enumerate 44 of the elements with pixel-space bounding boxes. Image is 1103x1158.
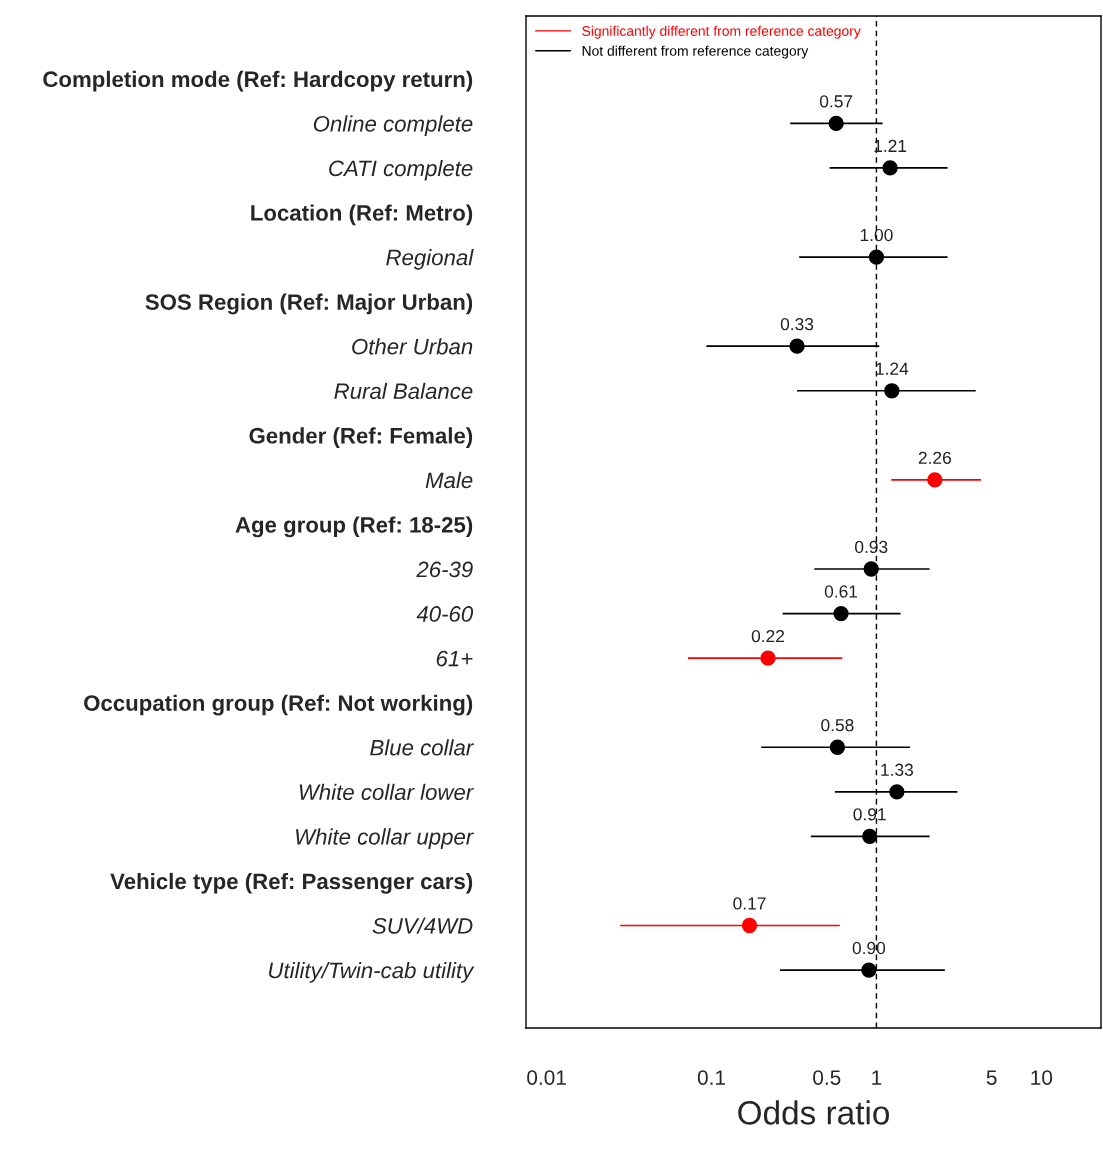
- y-tick-label: SOS Region (Ref: Major Urban): [145, 293, 473, 315]
- y-tick-label: Occupation group (Ref: Not working): [84, 694, 473, 716]
- x-tick-label: 0.1: [697, 1070, 725, 1085]
- x-tick-label: 5: [986, 1070, 997, 1085]
- x-tick-label: 0.5: [813, 1070, 841, 1085]
- y-tick-label: White collar upper: [296, 828, 474, 850]
- y-tick-label: SUV/4WD: [372, 917, 473, 934]
- data-label: 0.22: [751, 629, 785, 643]
- y-tick-label: Vehicle type (Ref: Passenger cars): [110, 872, 473, 894]
- legend-label: Not different from reference category: [582, 45, 809, 59]
- y-tick-label: Completion mode (Ref: Hardcopy return): [43, 70, 473, 92]
- y-tick-label: Regional: [386, 249, 474, 270]
- data-label: 1.33: [881, 763, 913, 776]
- y-tick-label: Location (Ref: Metro): [251, 204, 473, 226]
- data-label: 0.93: [855, 540, 888, 554]
- data-label: 1.00: [860, 228, 893, 242]
- data-label: 1.21: [874, 139, 907, 152]
- y-tick-label: 40-60: [416, 606, 474, 622]
- y-tick-label: Age group (Ref: 18-25): [235, 516, 473, 538]
- x-tick-label: 10: [1031, 1070, 1053, 1085]
- data-label: 0.90: [852, 941, 886, 955]
- data-label: 2.26: [918, 451, 951, 464]
- y-tick-label: White collar lower: [299, 783, 474, 801]
- data-label: 1.24: [876, 362, 909, 375]
- y-tick-label: 61+: [436, 650, 473, 667]
- x-tick-label: 1: [872, 1070, 882, 1085]
- y-tick-label: CATI complete: [329, 159, 473, 181]
- y-tick-label: Utility/Twin-cab utility: [269, 962, 475, 983]
- y-tick-label: Other Urban: [352, 338, 473, 355]
- data-label: 0.17: [733, 897, 766, 910]
- data-label: 0.58: [821, 719, 854, 732]
- legend-label: Significantly different from reference category: [582, 25, 861, 39]
- data-label: 0.33: [780, 318, 814, 331]
- y-tick-label: 26-39: [416, 561, 473, 578]
- data-label: 0.91: [853, 808, 886, 821]
- data-label: 0.57: [819, 95, 853, 108]
- x-tick-label: 0.01: [527, 1070, 566, 1085]
- y-tick-label: Rural Balance: [334, 382, 473, 400]
- x-axis-title: Odds ratio: [738, 1100, 889, 1125]
- y-tick-label: Online complete: [313, 115, 473, 137]
- y-tick-label: Gender (Ref: Female): [249, 427, 473, 448]
- y-tick-label: Blue collar: [370, 739, 474, 756]
- data-label: 0.61: [824, 585, 858, 598]
- y-tick-label: Male: [425, 471, 473, 489]
